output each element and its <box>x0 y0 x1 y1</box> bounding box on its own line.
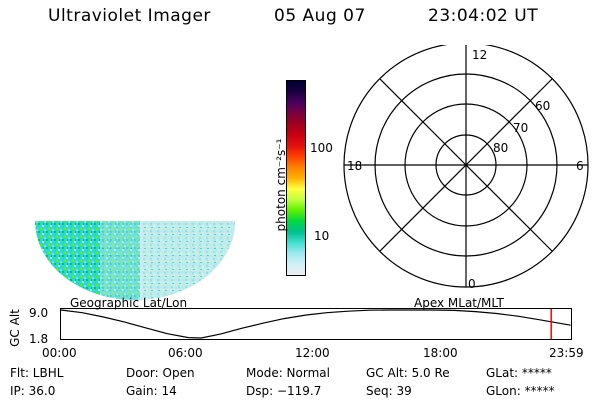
mode-info: Mode: Normal <box>246 366 330 380</box>
x-tick-1200: 12:00 <box>295 346 330 360</box>
colorbar-tick-10: 10 <box>314 229 330 243</box>
seq-info: Seq: 39 <box>366 384 412 398</box>
altitude-trace <box>60 309 571 339</box>
x-tick-0600: 06:00 <box>168 346 203 360</box>
date-label: 05 Aug 07 <box>274 6 366 26</box>
colorbar-unit-label: photon cm⁻²s⁻¹ <box>274 138 288 232</box>
x-tick-2359: 23:59 <box>549 346 584 360</box>
altitude-tick-min: 1.8 <box>29 332 49 346</box>
altitude-tick-max: 9.0 <box>29 306 49 320</box>
mlt-label-12: 12 <box>472 48 487 62</box>
time-label: 23:04:02 UT <box>428 6 539 26</box>
mlt-label-0: 0 <box>468 277 476 290</box>
gc-alt-info: GC Alt: 5.0 Re <box>366 366 450 380</box>
polar-label: Apex MLat/MLT <box>414 296 504 310</box>
x-tick-0000: 00:00 <box>42 346 77 360</box>
glon-info: GLon: ***** <box>486 384 555 398</box>
glat-info: GLat: ***** <box>486 366 552 380</box>
mlt-label-6: 6 <box>576 159 584 173</box>
filter-info: Flt: LBHL <box>10 366 64 380</box>
ip-info: IP: 36.0 <box>10 384 56 398</box>
altitude-axis-title: GC Alt <box>8 309 22 347</box>
map-label: Geographic Lat/Lon <box>70 296 188 310</box>
x-tick-1800: 18:00 <box>423 346 458 360</box>
polar-diagonal-2 <box>379 78 553 252</box>
lat-label-80: 80 <box>493 141 508 155</box>
altitude-plot <box>60 308 572 340</box>
mlt-label-18: 18 <box>347 159 362 173</box>
lat-label-70: 70 <box>513 121 528 135</box>
instrument-title: Ultraviolet Imager <box>48 6 211 26</box>
polar-plot: 12 18 6 0 60 70 80 <box>343 45 589 290</box>
gain-info: Gain: 14 <box>126 384 177 398</box>
geographic-image <box>35 221 235 300</box>
colorbar <box>286 80 306 276</box>
altitude-plot-frame <box>60 308 572 340</box>
colorbar-tick-100: 100 <box>310 141 333 155</box>
lat-label-60: 60 <box>535 99 550 113</box>
door-info: Door: Open <box>126 366 195 380</box>
dsp-info: Dsp: −119.7 <box>246 384 322 398</box>
